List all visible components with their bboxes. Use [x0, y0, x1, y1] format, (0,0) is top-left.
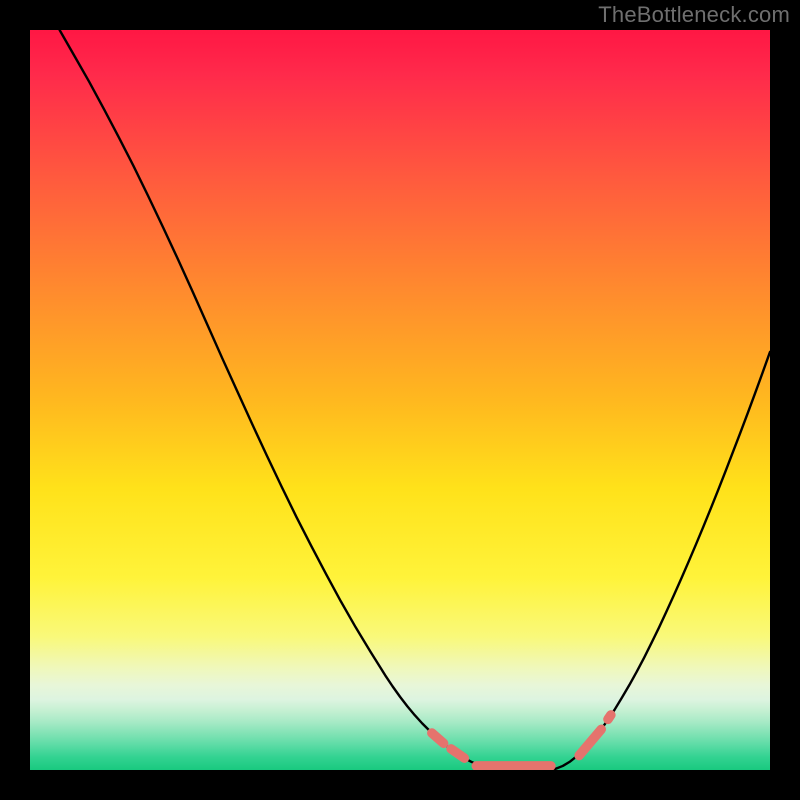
marker-R2_dot [608, 715, 611, 719]
chart-frame: TheBottleneck.com [0, 0, 800, 800]
watermark-text: TheBottleneck.com [598, 2, 790, 28]
bottleneck-chart [30, 30, 770, 770]
chart-background [30, 30, 770, 770]
